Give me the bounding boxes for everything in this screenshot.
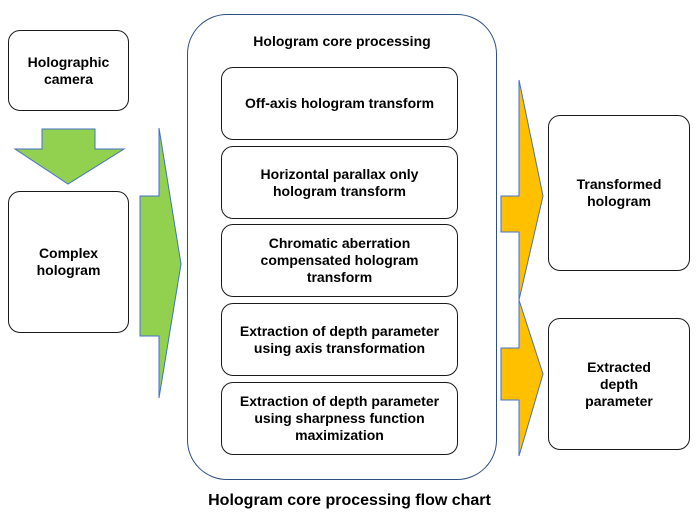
input-chevron-arrow [139, 127, 182, 399]
holographic-camera-label: Holographic camera [27, 53, 110, 87]
down-arrow [13, 128, 126, 185]
core-step-label: Chromatic aberration compensated hologra… [260, 235, 419, 285]
core-step-label: Off-axis hologram transform [244, 95, 435, 111]
extracted-depth-label: Extracted depth parameter [585, 358, 653, 409]
core-step-label: Extraction of depth parameter using shar… [239, 393, 440, 443]
transformed-hologram-label: Transformed hologram [576, 176, 662, 209]
core-step-box: Extraction of depth parameter using axis… [221, 303, 458, 376]
transformed-hologram-box: Transformed hologram [548, 115, 690, 271]
core-step-box: Horizontal parallax only hologram transf… [221, 146, 458, 219]
core-processing-title: Hologram core processing [253, 33, 431, 49]
core-step-box: Chromatic aberration compensated hologra… [221, 224, 458, 297]
output-arrow-extracted [500, 299, 544, 457]
figure-caption: Hologram core processing flow chart [208, 492, 491, 509]
core-step-label: Extraction of depth parameter using axis… [239, 322, 440, 356]
holographic-camera-box: Holographic camera [8, 30, 129, 111]
core-step-label: Horizontal parallax only hologram transf… [260, 165, 419, 199]
core-step-box: Extraction of depth parameter using shar… [221, 382, 458, 455]
core-step-box: Off-axis hologram transform [221, 67, 458, 140]
extracted-depth-box: Extracted depth parameter [548, 318, 690, 450]
output-arrow-transformed [500, 79, 544, 301]
complex-hologram-box: Complex hologram [8, 191, 129, 333]
complex-hologram-label: Complex hologram [36, 245, 101, 278]
